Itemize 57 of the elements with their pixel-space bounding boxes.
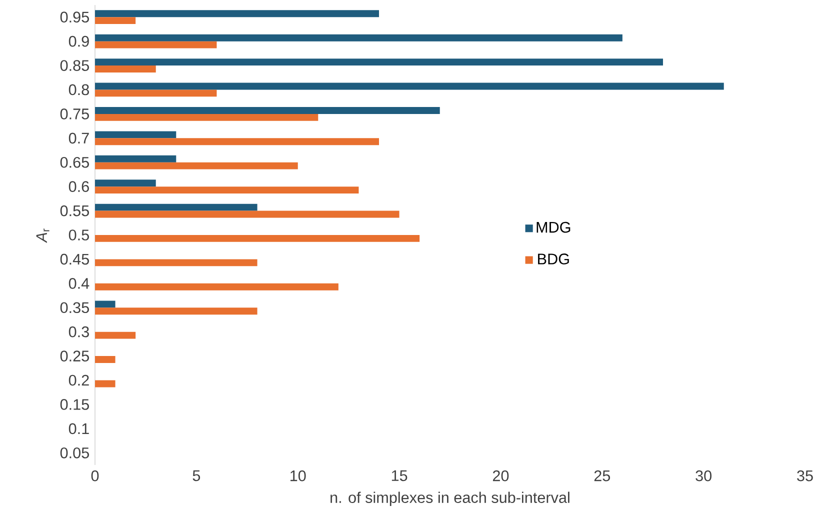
bar	[95, 17, 136, 24]
bar	[95, 162, 298, 170]
y-tick-label: 0.65	[60, 156, 89, 168]
bar	[95, 34, 622, 42]
bar	[95, 138, 380, 146]
bar	[95, 235, 420, 242]
y-tick-label: 0.4	[68, 278, 90, 289]
y-tick-label: 0.8	[68, 84, 89, 96]
bar	[95, 180, 156, 187]
x-tick-label: 30	[696, 470, 712, 482]
y-tick-label: 0.1	[68, 423, 89, 434]
bar	[95, 155, 176, 162]
y-tick-label: 0.05	[60, 447, 89, 458]
y-tick-label: 0.2	[68, 374, 89, 386]
bar	[95, 131, 176, 138]
x-tick-label: 10	[290, 470, 306, 482]
bar	[95, 259, 258, 266]
legend-label: BDG	[538, 254, 569, 264]
bar	[95, 204, 258, 211]
x-tick-label: 0	[91, 470, 99, 482]
bar	[95, 66, 156, 72]
bar	[95, 58, 663, 66]
x-tick-label: 15	[392, 470, 408, 482]
x-tick-label: 20	[492, 470, 509, 482]
y-tick-label: 0.3	[68, 326, 89, 338]
bar	[95, 308, 258, 315]
bar	[95, 186, 359, 194]
y-tick-label: 0.75	[60, 108, 89, 120]
bar	[95, 283, 338, 290]
bar	[95, 90, 217, 97]
y-tick-label: 0.55	[60, 205, 89, 216]
bar	[95, 332, 136, 339]
bar	[95, 107, 440, 114]
bar	[95, 10, 380, 18]
bar	[95, 41, 217, 48]
x-tick-label: 25	[594, 470, 610, 482]
y-tick-label: 0.6	[68, 181, 89, 192]
y-tick-label: 0.9	[68, 36, 89, 47]
bar	[95, 82, 724, 90]
bar	[95, 356, 116, 363]
y-tick-label: 0.15	[60, 399, 89, 410]
bar	[95, 300, 116, 308]
bar	[95, 380, 116, 388]
y-tick-label: 0.7	[68, 132, 89, 144]
x-axis-title: n. of simplexes in each sub-interval	[330, 492, 570, 506]
y-tick-label: 0.25	[60, 350, 89, 362]
bar	[95, 210, 400, 218]
y-tick-label: 0.5	[68, 230, 89, 240]
x-tick-label: 35	[797, 470, 813, 482]
y-tick-label: 0.35	[60, 302, 89, 314]
x-tick-label: 5	[192, 470, 200, 482]
y-tick-label: 0.85	[60, 60, 89, 71]
legend-label: MDG	[536, 222, 570, 233]
y-tick-label: 0.45	[60, 254, 89, 265]
bar	[95, 114, 318, 121]
y-axis-title: A$_{r}$	[36, 228, 50, 243]
y-tick-label: 0.95	[60, 12, 89, 23]
